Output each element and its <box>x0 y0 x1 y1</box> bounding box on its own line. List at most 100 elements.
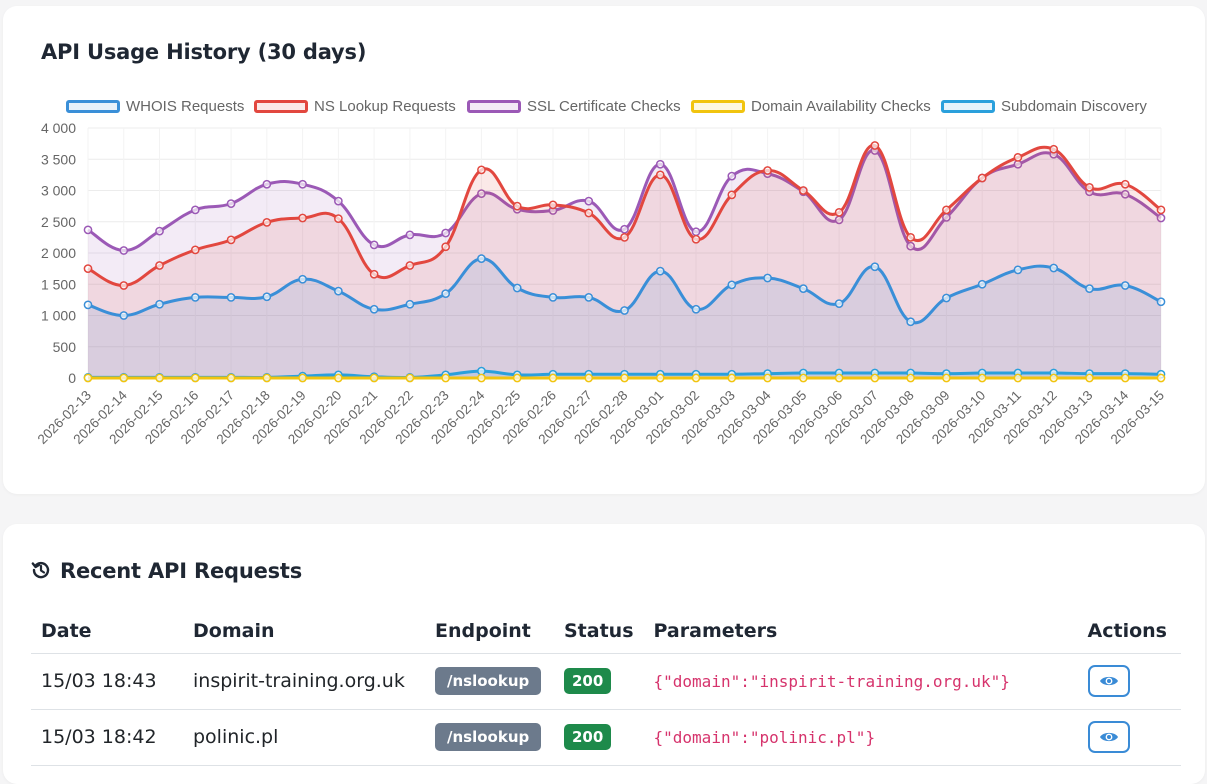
endpoint-badge: /nslookup <box>435 723 542 751</box>
data-point <box>441 373 451 383</box>
series-area <box>88 150 1161 378</box>
data-point <box>369 269 379 279</box>
data-point <box>727 280 737 290</box>
y-tick-label: 3 000 <box>41 183 76 199</box>
history-icon <box>31 561 50 579</box>
data-point <box>727 171 737 181</box>
data-point <box>1013 153 1023 162</box>
series-line <box>87 143 1162 288</box>
data-point <box>1156 213 1166 223</box>
data-point <box>870 373 880 383</box>
col-actions: Actions <box>1077 614 1181 654</box>
data-point <box>262 373 272 383</box>
data-point <box>83 225 93 235</box>
data-point <box>1085 373 1094 383</box>
data-point <box>548 200 558 210</box>
data-point <box>262 218 272 227</box>
data-point <box>512 283 522 293</box>
legend-swatch <box>66 100 120 113</box>
data-point <box>119 311 129 320</box>
data-point <box>441 228 451 238</box>
legend-item[interactable]: NS Lookup Requests <box>254 98 456 115</box>
data-point <box>1156 297 1166 307</box>
series-area <box>88 258 1161 378</box>
data-point <box>369 240 379 250</box>
data-point <box>1120 179 1130 189</box>
row-domain: polinic.pl <box>183 709 425 766</box>
y-tick-label: 500 <box>53 339 77 355</box>
data-point <box>834 208 844 217</box>
series-area <box>88 145 1161 378</box>
data-point <box>298 179 307 189</box>
data-point <box>334 196 343 206</box>
legend-label: WHOIS Requests <box>126 98 245 115</box>
data-point <box>584 293 594 302</box>
status-badge: 200 <box>564 668 612 694</box>
data-point <box>477 373 486 383</box>
legend-item[interactable]: Domain Availability Checks <box>691 98 931 115</box>
requests-table: Date Domain Endpoint Status Parameters A… <box>31 614 1181 766</box>
data-point <box>477 189 486 198</box>
row-parameters: {"domain":"polinic.pl"} <box>643 709 1078 766</box>
data-point <box>190 373 200 383</box>
data-point <box>548 373 558 383</box>
eye-icon <box>1099 732 1118 742</box>
legend-item[interactable]: SSL Certificate Checks <box>467 98 681 115</box>
data-point <box>1120 373 1130 383</box>
data-point <box>655 170 665 180</box>
data-point <box>977 373 987 383</box>
data-point <box>1156 205 1166 215</box>
legend-item[interactable]: WHOIS Requests <box>66 98 244 115</box>
data-point <box>727 373 737 383</box>
chart-card: API Usage History (30 days) WHOIS Reques… <box>3 6 1205 494</box>
legend-label: Subdomain Discovery <box>1001 98 1147 115</box>
data-point <box>1049 263 1059 273</box>
data-point <box>906 373 915 383</box>
data-point <box>798 186 808 195</box>
data-point <box>512 201 522 211</box>
legend-item[interactable]: Subdomain Discovery <box>941 98 1147 115</box>
data-point <box>405 230 415 240</box>
row-date: 15/03 18:43 <box>31 653 183 710</box>
data-point <box>190 245 200 255</box>
data-point <box>691 373 701 383</box>
data-point <box>119 281 129 290</box>
view-button[interactable] <box>1087 721 1130 753</box>
data-point <box>298 274 307 284</box>
data-point <box>477 254 486 263</box>
col-parameters: Parameters <box>643 614 1078 654</box>
data-point <box>763 273 772 283</box>
data-point <box>655 159 665 169</box>
data-point <box>834 299 844 308</box>
legend-label: Domain Availability Checks <box>751 98 931 115</box>
data-point <box>1120 189 1130 199</box>
data-point <box>763 166 772 175</box>
data-point <box>977 173 987 183</box>
data-point <box>584 208 594 218</box>
data-point <box>155 373 164 383</box>
data-point <box>834 373 844 383</box>
data-point <box>977 279 987 289</box>
view-button[interactable] <box>1087 665 1130 697</box>
table-title: Recent API Requests <box>60 559 303 583</box>
data-point <box>655 373 665 383</box>
data-point <box>298 213 307 223</box>
data-point <box>298 373 307 383</box>
data-point <box>906 317 915 327</box>
data-point <box>906 241 915 251</box>
data-point <box>548 293 558 302</box>
y-tick-label: 2 500 <box>41 214 76 230</box>
row-date: 15/03 18:42 <box>31 709 183 766</box>
data-point <box>226 235 236 245</box>
col-domain: Domain <box>183 614 425 654</box>
data-point <box>226 373 236 383</box>
data-point <box>1156 373 1166 383</box>
data-point <box>691 227 701 237</box>
data-point <box>226 293 236 302</box>
chart-title: API Usage History (30 days) <box>41 40 367 64</box>
legend-swatch <box>254 100 308 113</box>
data-point <box>441 242 451 252</box>
data-point <box>477 165 486 175</box>
data-point <box>83 300 93 310</box>
data-point <box>870 262 880 272</box>
